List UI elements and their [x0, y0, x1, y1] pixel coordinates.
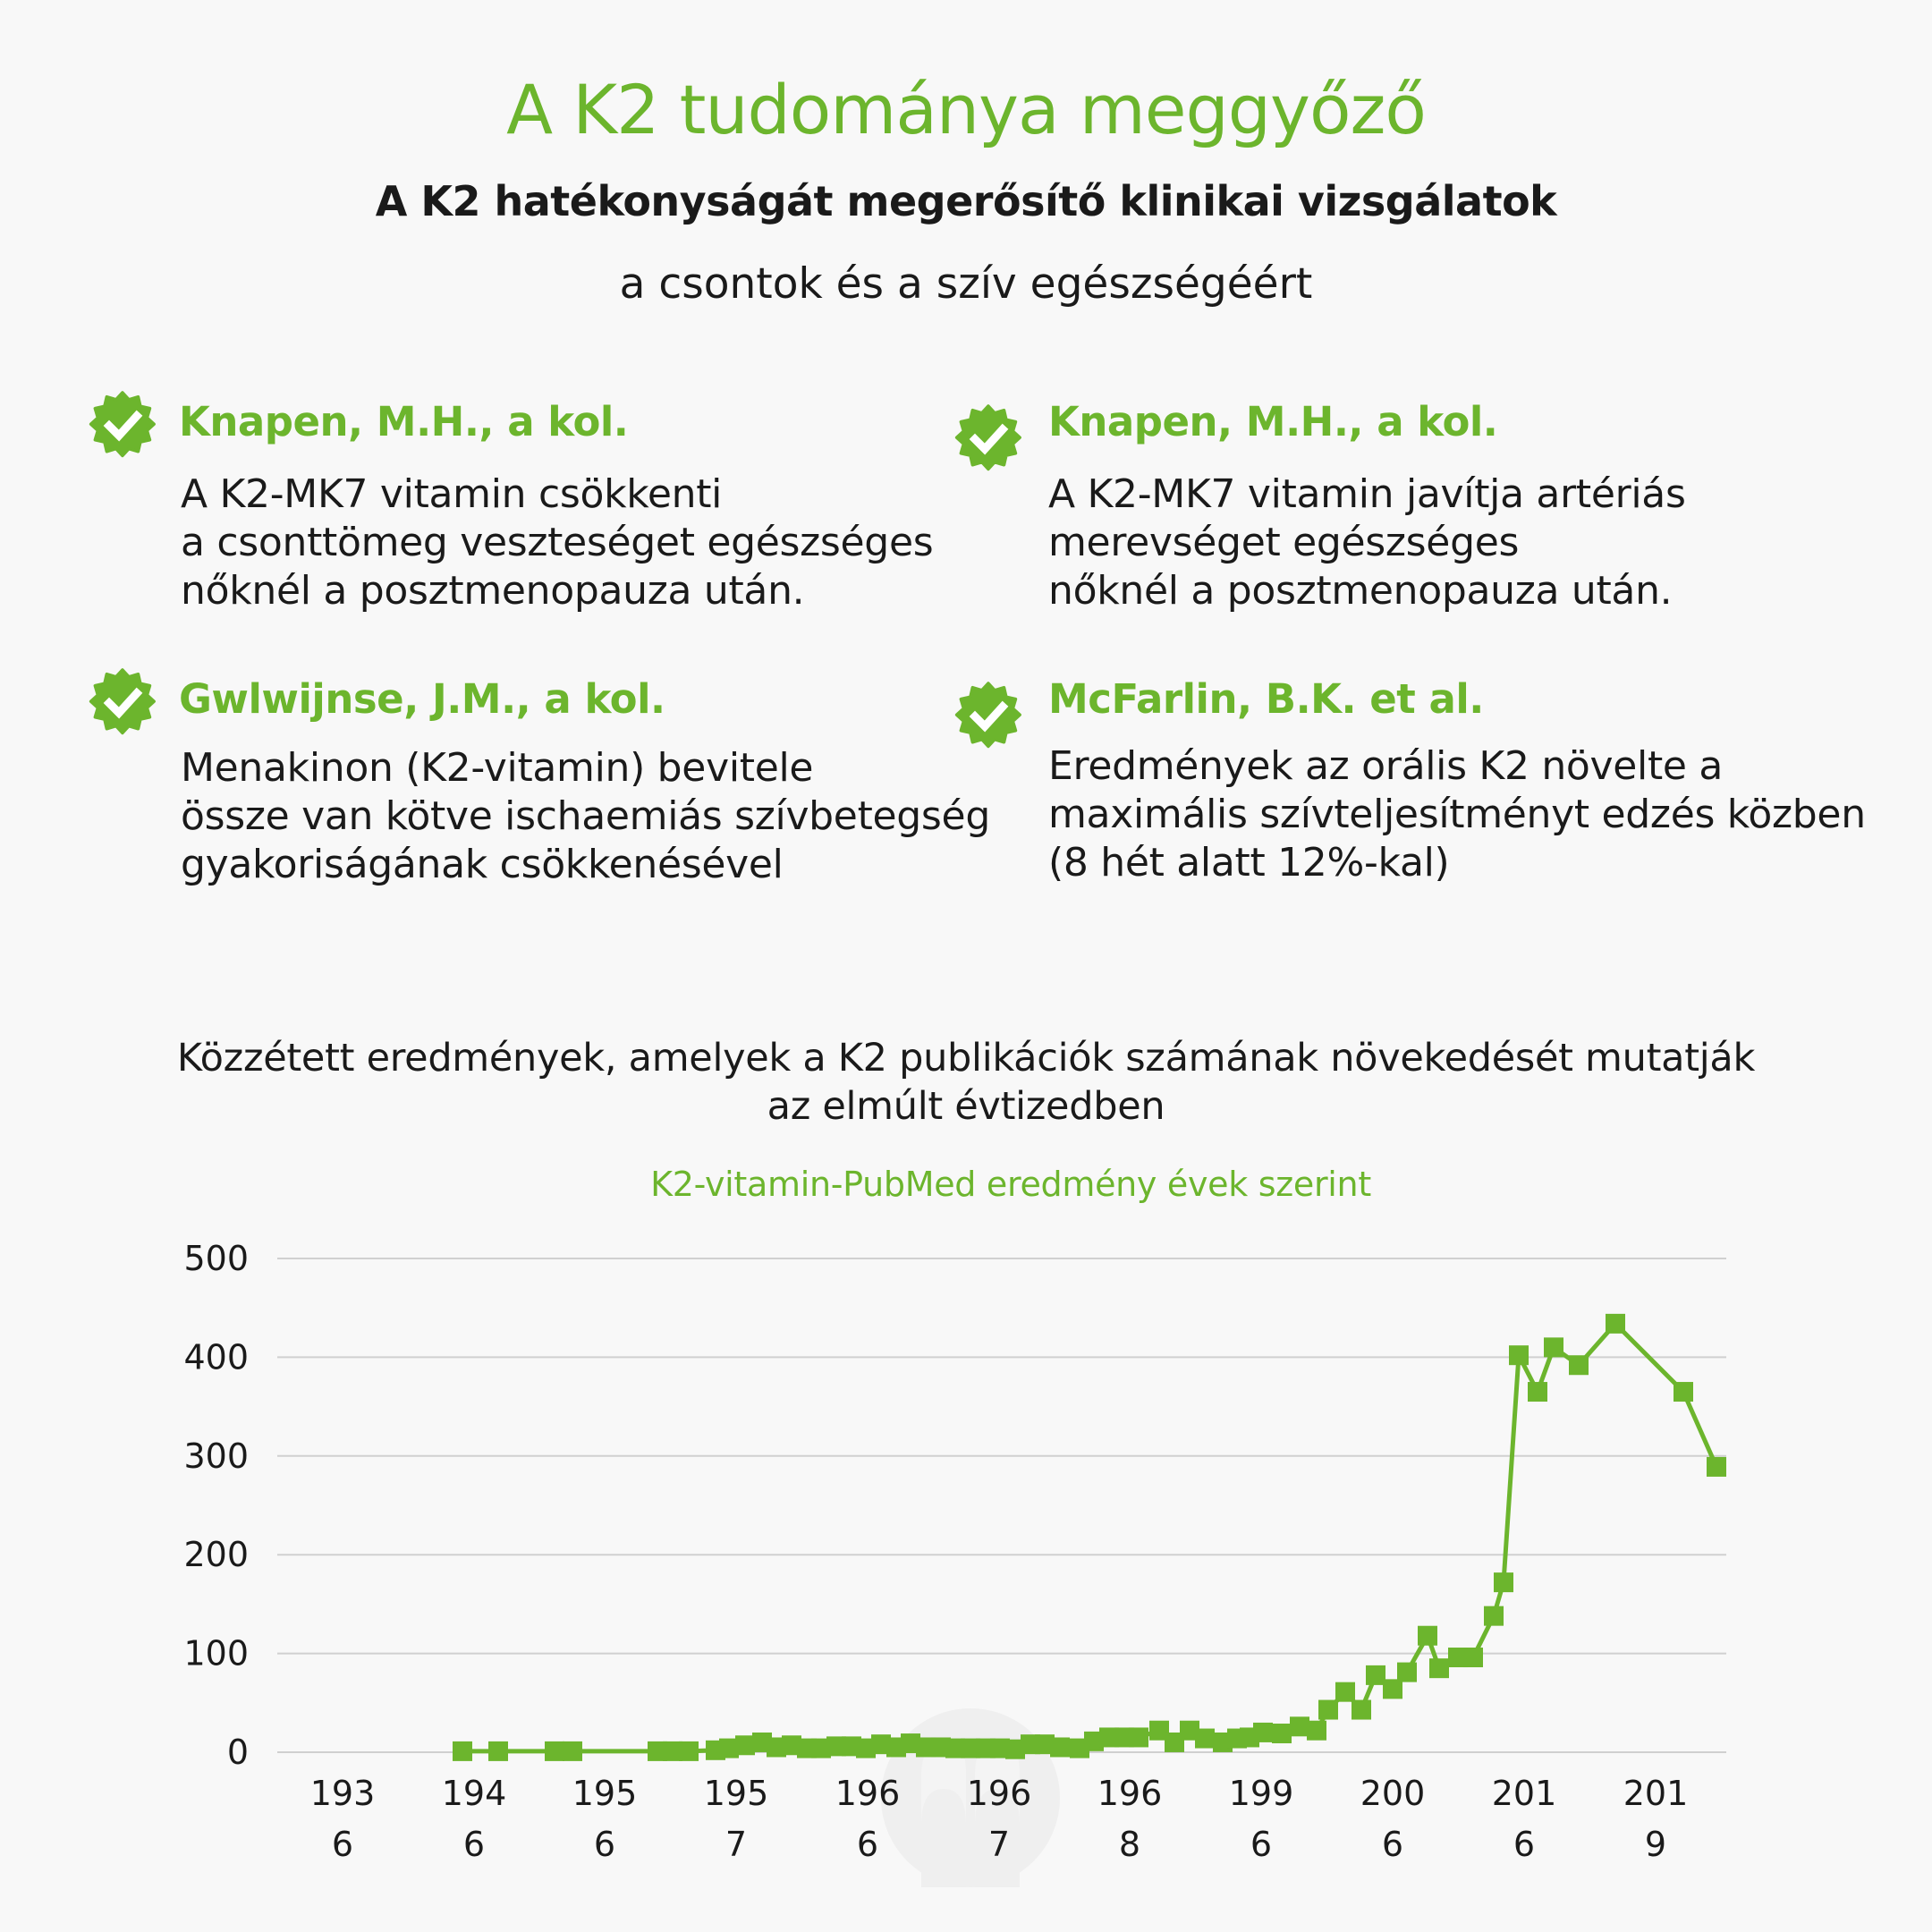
- subtitle-secondary: a csontok és a szív egészségéért: [619, 259, 1313, 309]
- data-point-marker: [1195, 1728, 1215, 1749]
- x-tick-label: 201: [1492, 1774, 1557, 1813]
- x-tick-label: 6: [1382, 1825, 1403, 1864]
- data-point-marker: [1129, 1727, 1148, 1748]
- page-title: A K2 tudománya meggyőző: [506, 70, 1427, 149]
- data-point-marker: [1463, 1648, 1483, 1668]
- data-point-marker: [961, 1738, 980, 1758]
- data-point-marker: [663, 1741, 682, 1761]
- data-point-marker: [1180, 1720, 1199, 1741]
- data-point-marker: [488, 1741, 508, 1761]
- x-tick-label: 196: [1097, 1774, 1163, 1813]
- data-point-marker: [648, 1741, 667, 1761]
- data-point-marker: [679, 1741, 699, 1761]
- x-tick-label: 196: [967, 1774, 1032, 1813]
- data-point-marker: [1307, 1720, 1326, 1741]
- y-tick-label: 100: [183, 1634, 249, 1674]
- x-tick-label: 7: [988, 1825, 1010, 1864]
- data-point-marker: [856, 1738, 876, 1758]
- x-tick-label: 201: [1623, 1774, 1689, 1813]
- data-point-marker: [871, 1734, 891, 1755]
- data-point-marker: [1318, 1699, 1338, 1720]
- x-axis-ticks: 193 6 194 6 195 6 195 7 196 6 196 7 196 8 199 6 200 6 201 6…: [310, 1774, 1689, 1864]
- data-point-marker: [563, 1741, 582, 1761]
- data-point-marker: [1569, 1355, 1589, 1376]
- data-point-marker: [1674, 1382, 1693, 1402]
- data-point-marker: [453, 1741, 472, 1761]
- data-point-marker: [1397, 1662, 1417, 1682]
- data-point-marker: [1005, 1739, 1025, 1759]
- data-point-marker: [767, 1737, 786, 1758]
- study-text: A K2-MK7 vitamin csökkenti a csonttömeg …: [181, 471, 934, 614]
- data-point-marker: [945, 1738, 965, 1758]
- data-point-marker: [901, 1733, 920, 1754]
- data-point-marker: [1429, 1658, 1449, 1679]
- x-tick-label: 6: [1250, 1825, 1272, 1864]
- y-tick-label: 0: [227, 1733, 249, 1772]
- data-point-marker: [1366, 1665, 1385, 1685]
- data-point-marker: [990, 1738, 1010, 1758]
- y-axis-ticks: 0 100 200 300 400 500: [183, 1239, 249, 1772]
- study-author: Knapen, M.H., a kol.: [1048, 398, 1498, 445]
- x-tick-label: 200: [1360, 1774, 1426, 1813]
- data-point-marker: [1509, 1345, 1529, 1366]
- chart-section-caption: Közzétett eredmények, amelyek a K2 publi…: [176, 1036, 1756, 1129]
- data-point-marker: [1272, 1724, 1292, 1744]
- data-point-marker: [782, 1735, 801, 1756]
- x-tick-label: 7: [725, 1825, 747, 1864]
- chart-series: [453, 1313, 1726, 1761]
- y-tick-label: 300: [183, 1436, 249, 1476]
- subtitle-primary: A K2 hatékonyságát megerősítő klinikai v…: [375, 177, 1557, 225]
- x-tick-label: 8: [1119, 1825, 1140, 1864]
- x-tick-label: 195: [704, 1774, 769, 1813]
- data-point-marker: [1149, 1720, 1169, 1741]
- data-point-marker: [811, 1738, 831, 1758]
- study-author: Gwlwijnse, J.M., a kol.: [179, 675, 665, 723]
- x-tick-label: 6: [594, 1825, 615, 1864]
- x-tick-label: 196: [835, 1774, 901, 1813]
- x-tick-label: 6: [332, 1825, 353, 1864]
- data-point-marker: [1099, 1727, 1119, 1748]
- data-point-marker: [1484, 1606, 1504, 1626]
- y-tick-label: 500: [183, 1239, 249, 1278]
- x-tick-label: 9: [1645, 1825, 1666, 1864]
- y-tick-label: 400: [183, 1337, 249, 1377]
- data-point-marker: [1165, 1732, 1184, 1752]
- x-tick-label: 193: [310, 1774, 376, 1813]
- x-tick-label: 195: [572, 1774, 638, 1813]
- data-point-marker: [545, 1741, 564, 1761]
- data-point-marker: [1606, 1313, 1625, 1334]
- data-point-marker: [1383, 1679, 1402, 1699]
- data-point-marker: [1335, 1682, 1355, 1702]
- data-point-marker: [1035, 1734, 1055, 1755]
- data-point-marker: [1528, 1382, 1547, 1402]
- data-point-marker: [1448, 1648, 1468, 1668]
- data-point-marker: [1544, 1337, 1563, 1358]
- study-author: McFarlin, B.K. et al.: [1048, 675, 1484, 723]
- data-point-marker: [1352, 1699, 1371, 1720]
- data-point-marker: [735, 1735, 755, 1756]
- study-text: Eredmények az orális K2 növelte a maximá…: [1048, 743, 1866, 886]
- x-tick-label: 194: [442, 1774, 507, 1813]
- data-point-marker: [719, 1738, 739, 1758]
- data-point-marker: [1290, 1716, 1309, 1737]
- x-tick-label: 6: [463, 1825, 485, 1864]
- study-text: A K2-MK7 vitamin javítja artériás merevs…: [1048, 471, 1686, 614]
- x-tick-label: 6: [857, 1825, 878, 1864]
- x-tick-label: 6: [1513, 1825, 1535, 1864]
- chart-title: K2-vitamin-PubMed eredmény évek szerint: [650, 1165, 1371, 1204]
- data-point-marker: [1418, 1625, 1437, 1646]
- data-point-marker: [916, 1737, 936, 1758]
- study-author: Knapen, M.H., a kol.: [179, 398, 629, 445]
- data-point-marker: [1707, 1456, 1726, 1477]
- data-point-marker: [1050, 1737, 1070, 1758]
- data-point-marker: [1253, 1722, 1273, 1742]
- study-text: Menakinon (K2-vitamin) bevitele össze va…: [181, 745, 990, 887]
- data-point-marker: [1494, 1572, 1513, 1593]
- x-tick-label: 199: [1229, 1774, 1294, 1813]
- data-point-marker: [1084, 1731, 1104, 1751]
- y-tick-label: 200: [183, 1535, 249, 1574]
- data-point-marker: [826, 1736, 846, 1757]
